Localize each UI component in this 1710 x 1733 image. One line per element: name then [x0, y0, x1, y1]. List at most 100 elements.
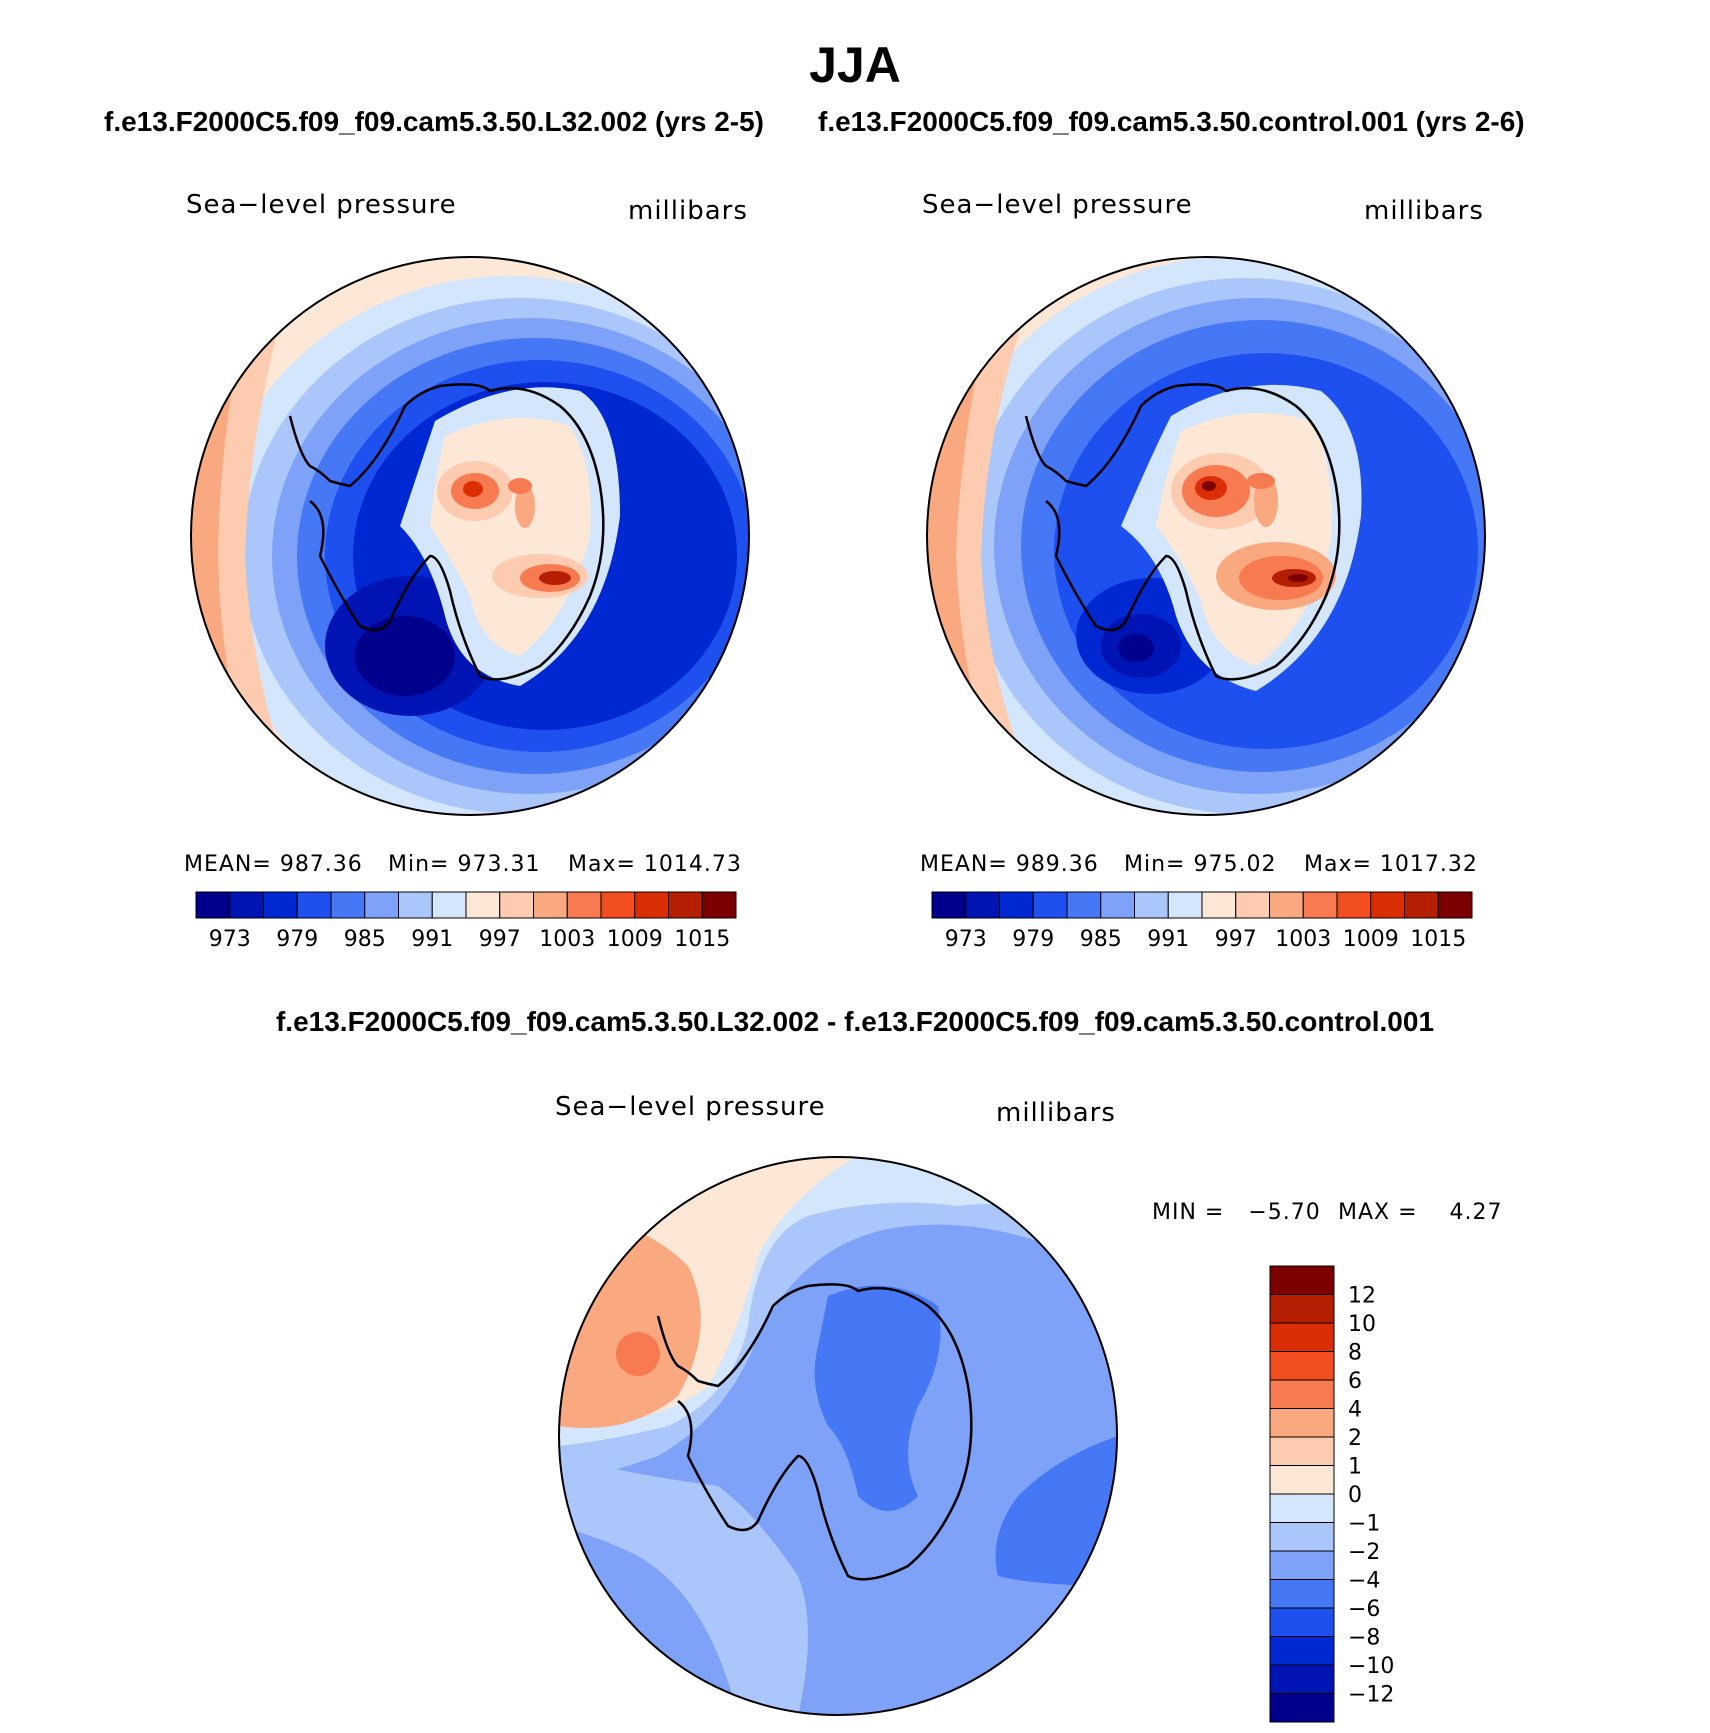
panel-b-colorbar: 973 979 985 991 997 1003 1009 1015	[931, 891, 1473, 952]
panel-diff-colorbar-tick-label: −6	[1348, 1597, 1380, 1622]
panel-diff-colorbar-swatch	[1269, 1408, 1335, 1438]
panel-b-colorbar-swatch	[1302, 891, 1338, 919]
panel-b-colorbar-tick-label: 997	[1215, 927, 1257, 952]
panel-b-colorbar-swatch	[1269, 891, 1304, 919]
panel-b-map-border	[926, 256, 1486, 816]
panel-a-colorbar-swatch	[499, 891, 534, 919]
panel-diff-map	[558, 1156, 1118, 1716]
panel-a-colorbar-swatch	[330, 891, 366, 919]
panel-b-colorbar-tick-label: 1003	[1275, 927, 1331, 952]
panel-b-colorbar-tick-label: 1015	[1410, 927, 1466, 952]
panel-a-units-label: millibars	[628, 196, 748, 226]
panel-a-colorbar-swatch	[465, 891, 501, 919]
panel-b-variable-label: Sea−level pressure	[922, 190, 1193, 220]
panel-diff-colorbar-tick-label: 2	[1348, 1426, 1362, 1451]
panel-a-colorbar-swatch	[566, 891, 602, 919]
panel-a-colorbar-tick-label: 985	[344, 927, 386, 952]
panel-diff-colorbar-swatch	[1269, 1550, 1335, 1580]
panel-a-mean: MEAN= 987.36	[184, 852, 363, 877]
panel-a-colorbar-swatch	[431, 891, 467, 919]
panel-a-colorbar-swatch	[364, 891, 399, 919]
panel-b-colorbar-tick-label: 979	[1012, 927, 1054, 952]
panel-b-min: Min= 975.02	[1124, 852, 1277, 877]
panel-diff-run-title: f.e13.F2000C5.f09_f09.cam5.3.50.L32.002 …	[275, 1006, 1435, 1037]
panel-a-colorbar-tick-label: 1015	[674, 927, 730, 952]
panel-a-colorbar-tick-label: 979	[276, 927, 318, 952]
panel-a-map	[190, 256, 750, 816]
panel-a-colorbar-swatch	[600, 891, 636, 919]
panel-b-contour-field	[927, 257, 1485, 815]
panel-diff-colorbar-tick-label: −4	[1348, 1569, 1380, 1594]
panel-diff-colorbar-tick-label: 8	[1348, 1341, 1362, 1366]
panel-b-colorbar-swatch	[1201, 891, 1237, 919]
panel-b-colorbar-swatch	[1032, 891, 1068, 919]
panel-diff-colorbar-swatch	[1269, 1579, 1335, 1609]
panel-diff-colorbar-swatch	[1269, 1379, 1335, 1409]
panel-diff-colorbar-tick-label: −2	[1348, 1540, 1380, 1565]
panel-b-colorbar-swatch	[1100, 891, 1135, 919]
panel-b-max: Max= 1017.32	[1304, 852, 1478, 877]
panel-diff-colorbar-swatch	[1269, 1265, 1335, 1295]
panel-b-colorbar-swatch	[1134, 891, 1169, 919]
panel-a-colorbar-swatch	[634, 891, 669, 919]
panel-b-colorbar-tick-label: 985	[1080, 927, 1122, 952]
panel-diff-colorbar-tick-label: −10	[1348, 1654, 1394, 1679]
panel-diff-colorbar-tick-label: 10	[1348, 1312, 1376, 1337]
panel-a-colorbar-swatch	[229, 891, 264, 919]
panel-diff-colorbar-tick-label: 6	[1348, 1369, 1362, 1394]
panel-b-colorbar-swatch	[1066, 891, 1102, 919]
panel-a-map-border	[190, 256, 750, 816]
panel-diff-max: MAX = 4.27	[1338, 1200, 1503, 1225]
panel-diff-colorbar-tick-label: −1	[1348, 1512, 1380, 1537]
panel-a-max: Max= 1014.73	[568, 852, 742, 877]
figure-title: JJA	[809, 37, 901, 93]
panel-b-colorbar-tick-label: 973	[945, 927, 987, 952]
panel-diff-colorbar-tick-label: 0	[1348, 1483, 1362, 1508]
panel-b-map	[926, 256, 1486, 816]
panel-a-colorbar: 973 979 985 991 997 1003 1009 1015	[195, 891, 737, 952]
panel-a-colorbar-tick-label: 1003	[539, 927, 595, 952]
panel-a-colorbar-tick-label: 973	[209, 927, 251, 952]
panel-diff-colorbar-swatch	[1269, 1693, 1335, 1723]
panel-a-colorbar-swatch	[195, 891, 231, 919]
panel-diff-colorbar-swatch	[1269, 1664, 1335, 1694]
panel-b-coastline	[1024, 383, 1341, 681]
panel-diff-colorbar-tick-label: −12	[1348, 1683, 1394, 1708]
panel-a-contour-field	[191, 257, 749, 815]
panel-a-min: Min= 973.31	[388, 852, 541, 877]
panel-b-mean: MEAN= 989.36	[920, 852, 1099, 877]
panel-diff-colorbar-swatch	[1269, 1294, 1335, 1324]
panel-a-run-title: f.e13.F2000C5.f09_f09.cam5.3.50.L32.002 …	[104, 106, 764, 137]
panel-b-colorbar-swatch	[1235, 891, 1270, 919]
panel-diff-coastline	[656, 1283, 973, 1581]
panel-diff-colorbar-swatch	[1269, 1436, 1335, 1466]
panel-a-colorbar-swatch	[533, 891, 568, 919]
panel-b-colorbar-tick-label: 991	[1147, 927, 1189, 952]
panel-b-run-title: f.e13.F2000C5.f09_f09.cam5.3.50.control.…	[818, 106, 1525, 137]
panel-diff-variable-label: Sea−level pressure	[555, 1092, 826, 1122]
panel-diff-map-border	[558, 1156, 1118, 1716]
panel-b-colorbar-swatch	[1370, 891, 1405, 919]
panel-a-colorbar-tick-label: 997	[479, 927, 521, 952]
panel-a-colorbar-swatch	[263, 891, 298, 919]
panel-diff-colorbar-swatch	[1269, 1351, 1335, 1381]
panel-a-colorbar-tick-label: 1009	[607, 927, 663, 952]
panel-a-variable-label: Sea−level pressure	[186, 190, 457, 220]
panel-diff-colorbar-tick-label: 1	[1348, 1455, 1362, 1480]
panel-diff-min: MIN = −5.70	[1152, 1200, 1321, 1225]
panel-a-colorbar-tick-label: 991	[411, 927, 453, 952]
panel-b-colorbar-tick-label: 1009	[1343, 927, 1399, 952]
panel-b-colorbar-swatch	[1167, 891, 1203, 919]
panel-diff-colorbar-swatch	[1269, 1607, 1335, 1637]
panel-b-colorbar-swatch	[931, 891, 967, 919]
panel-diff-colorbar-swatch	[1269, 1322, 1335, 1352]
panel-diff-colorbar-swatch	[1269, 1636, 1335, 1666]
panel-a-coastline	[288, 383, 605, 681]
panel-diff-colorbar-swatch	[1269, 1465, 1335, 1495]
panel-diff-contour-field	[559, 1157, 1117, 1715]
panel-diff-units-label: millibars	[996, 1098, 1116, 1128]
panel-diff-colorbar-tick-label: 12	[1348, 1284, 1376, 1309]
panel-a-colorbar-swatch	[398, 891, 433, 919]
panel-b-colorbar-swatch	[1404, 891, 1439, 919]
